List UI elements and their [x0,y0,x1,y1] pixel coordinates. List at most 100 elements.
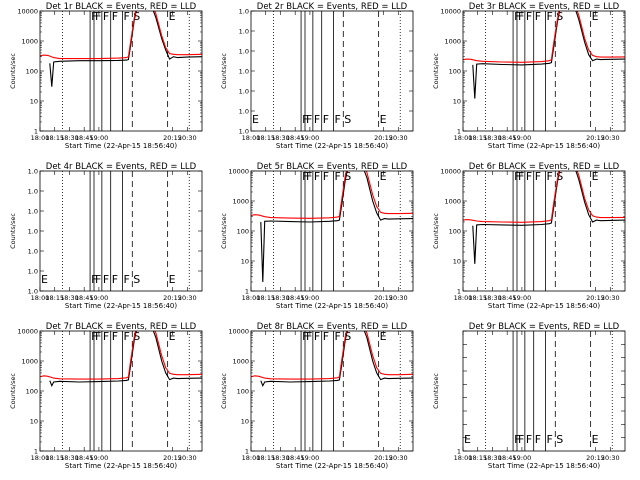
x-tick-label: 20:15 [163,454,182,462]
x-axis-label: Start Time (22-Apr-15 18:56:40) [488,142,600,150]
event-marker-label: E [252,113,259,126]
y-tick-label: 1000 [232,358,249,366]
event-marker-label: E [592,10,599,23]
event-marker-label: F [518,433,524,446]
y-axis-label: Counts/sec [220,373,228,409]
detector-panel: Det 4r BLACK = Events, RED = LLD Counts/s… [9,162,203,310]
x-tick-label: 20:30 [601,134,620,142]
y-tick-label: 1.0 [28,228,38,236]
x-tick-label: 18:15 [45,134,64,142]
event-marker-label: E [41,273,48,286]
event-marker-label: F [95,330,101,343]
event-marker-label: F [546,433,552,446]
event-marker-label: S [556,10,563,23]
event-marker-label: F [518,170,524,183]
event-marker-label: F [314,330,320,343]
x-tick-label: 18:15 [45,454,64,462]
x-tick-label: 18:45 [75,454,94,462]
event-marker-label: F [306,170,312,183]
x-tick-label: 18:00 [242,454,261,462]
x-tick-label: 18:00 [31,134,50,142]
y-tick-label: 1.0 [28,208,38,216]
event-marker-label: F [123,330,129,343]
event-marker-label: E [464,433,471,446]
x-tick-label: 18:00 [31,454,50,462]
x-tick-label: 18:45 [75,134,94,142]
x-axis-label: Start Time (22-Apr-15 18:56:40) [276,142,388,150]
event-marker-label: F [546,10,552,23]
y-tick-label: 10 [30,98,38,106]
plot-frame [250,10,414,132]
y-axis-label: Counts/sec [432,213,440,249]
x-axis-label: Start Time (22-Apr-15 18:56:40) [276,462,388,470]
y-tick-label: 1 [245,448,249,456]
detector-panel: Det 9r BLACK = Events, RED = LLD Counts/s… [432,322,626,470]
detector-panel: Det 2r BLACK = Events, RED = LLD Counts/s… [220,2,414,150]
panel-title: Det 1r BLACK = Events, RED = LLD [46,2,197,12]
y-tick-label: 10000 [228,328,249,336]
plot-frame [462,170,626,292]
event-marker-label: F [306,330,312,343]
x-tick-label: 20:30 [389,454,408,462]
event-marker-label: F [103,273,109,286]
detector-panel: Det 5r BLACK = Events, RED = LLD Counts/s… [220,162,414,310]
x-tick-label: 20:15 [374,454,393,462]
y-axis-label: Counts/sec [432,373,440,409]
y-tick-label: 10000 [17,8,38,16]
x-tick-label: 18:00 [454,454,473,462]
x-tick-label: 19:00 [513,134,532,142]
x-tick-label: 20:15 [374,134,393,142]
event-marker-label: S [556,170,563,183]
y-tick-label: 1 [34,128,38,136]
event-marker-label: F [95,273,101,286]
x-tick-label: 19:00 [301,294,320,302]
y-tick-label: 10000 [17,328,38,336]
x-tick-label: 18:00 [454,134,473,142]
y-tick-label: 1.0 [239,28,249,36]
plot-frame [462,330,626,452]
y-tick-label: 10 [241,258,249,266]
x-tick-label: 18:15 [468,454,487,462]
y-tick-label: 10000 [440,8,461,16]
event-marker-label: F [334,330,340,343]
y-axis-label: Counts/sec [9,373,17,409]
event-marker-label: S [133,273,140,286]
x-tick-label: 19:00 [90,454,109,462]
event-marker-label: S [344,170,351,183]
x-tick-label: 18:15 [256,454,275,462]
y-tick-label: 1000 [21,38,38,46]
y-axis-label: Counts/sec [432,53,440,89]
panel-title: Det 5r BLACK = Events, RED = LLD [257,162,408,172]
y-axis-label: Counts/sec [220,213,228,249]
panel-title: Det 6r BLACK = Events, RED = LLD [469,162,620,172]
x-tick-label: 18:00 [242,294,261,302]
detector-panel: Det 1r BLACK = Events, RED = LLD Counts/s… [9,2,203,150]
panel-title: Det 9r BLACK = Events, RED = LLD [469,322,620,332]
event-marker-label: E [592,170,599,183]
event-marker-label: F [95,10,101,23]
events-series-line [260,331,413,388]
event-marker-label: S [133,330,140,343]
event-marker-label: F [123,273,129,286]
x-tick-label: 19:00 [513,454,532,462]
event-marker-label: F [323,113,329,126]
event-marker-label: F [123,10,129,23]
x-axis-label: Start Time (22-Apr-15 18:56:40) [65,302,177,310]
detector-panel: Det 7r BLACK = Events, RED = LLD Counts/s… [9,322,203,470]
x-tick-label: 19:00 [90,294,109,302]
x-tick-label: 20:30 [601,454,620,462]
events-series-line [49,11,202,87]
event-marker-label: F [323,170,329,183]
event-marker-label: S [133,10,140,23]
y-tick-label: 1.0 [239,108,249,116]
y-tick-label: 1 [34,448,38,456]
y-tick-label: 1000 [232,198,249,206]
event-marker-label: F [306,113,312,126]
panel-title: Det 8r BLACK = Events, RED = LLD [257,322,408,332]
x-tick-label: 18:45 [498,134,517,142]
x-tick-label: 18:00 [242,134,261,142]
x-tick-label: 19:00 [513,294,532,302]
y-tick-label: 100 [237,388,249,396]
event-marker-label: F [112,273,118,286]
